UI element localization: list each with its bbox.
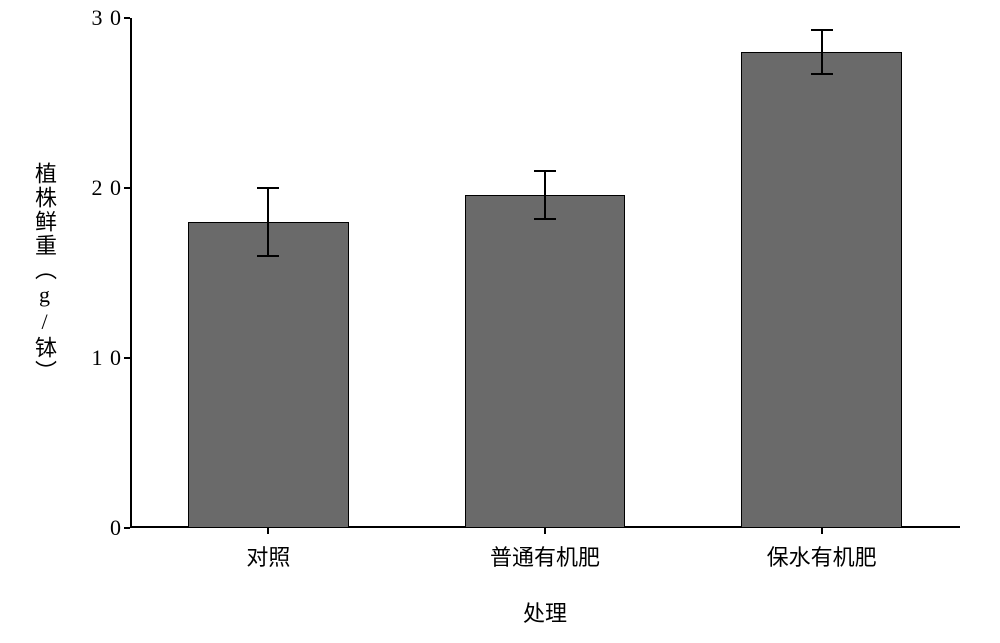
y-axis-line — [130, 18, 132, 528]
error-bar-cap — [811, 73, 833, 75]
y-axis-title: 植株鲜重（g/钵） — [28, 162, 60, 384]
y-tick-label: 1 0 — [92, 345, 123, 371]
error-bar-cap — [534, 218, 556, 220]
y-tick-mark — [124, 527, 130, 529]
x-axis-title: 处理 — [523, 596, 567, 628]
y-tick-mark — [124, 357, 130, 359]
bar-chart: 0 1 0 2 0 3 0 对照 普通有机肥 保水有机肥 植株鲜重（g/钵） 处理 — [0, 0, 1000, 643]
error-bar-stem — [267, 188, 269, 256]
error-bar-cap — [257, 255, 279, 257]
error-bar-stem — [821, 30, 823, 74]
y-tick-label: 2 0 — [92, 175, 123, 201]
bar — [741, 52, 901, 528]
y-tick-label: 3 0 — [92, 5, 123, 31]
x-tick-label: 对照 — [246, 540, 290, 572]
error-bar-stem — [544, 171, 546, 219]
plot-area: 01 02 03 0 对照普通有机肥保水有机肥 植株鲜重（g/钵） 处理 — [130, 18, 960, 528]
x-tick-mark — [544, 528, 546, 534]
x-tick-label: 普通有机肥 — [490, 540, 600, 572]
error-bar-cap — [811, 29, 833, 31]
y-tick-mark — [124, 187, 130, 189]
bar — [465, 195, 625, 528]
x-tick-mark — [821, 528, 823, 534]
error-bar-cap — [534, 170, 556, 172]
y-tick-mark — [124, 17, 130, 19]
y-tick-label: 0 — [110, 515, 122, 541]
bar — [188, 222, 348, 528]
error-bar-cap — [257, 187, 279, 189]
x-tick-label: 保水有机肥 — [767, 540, 877, 572]
x-tick-mark — [267, 528, 269, 534]
